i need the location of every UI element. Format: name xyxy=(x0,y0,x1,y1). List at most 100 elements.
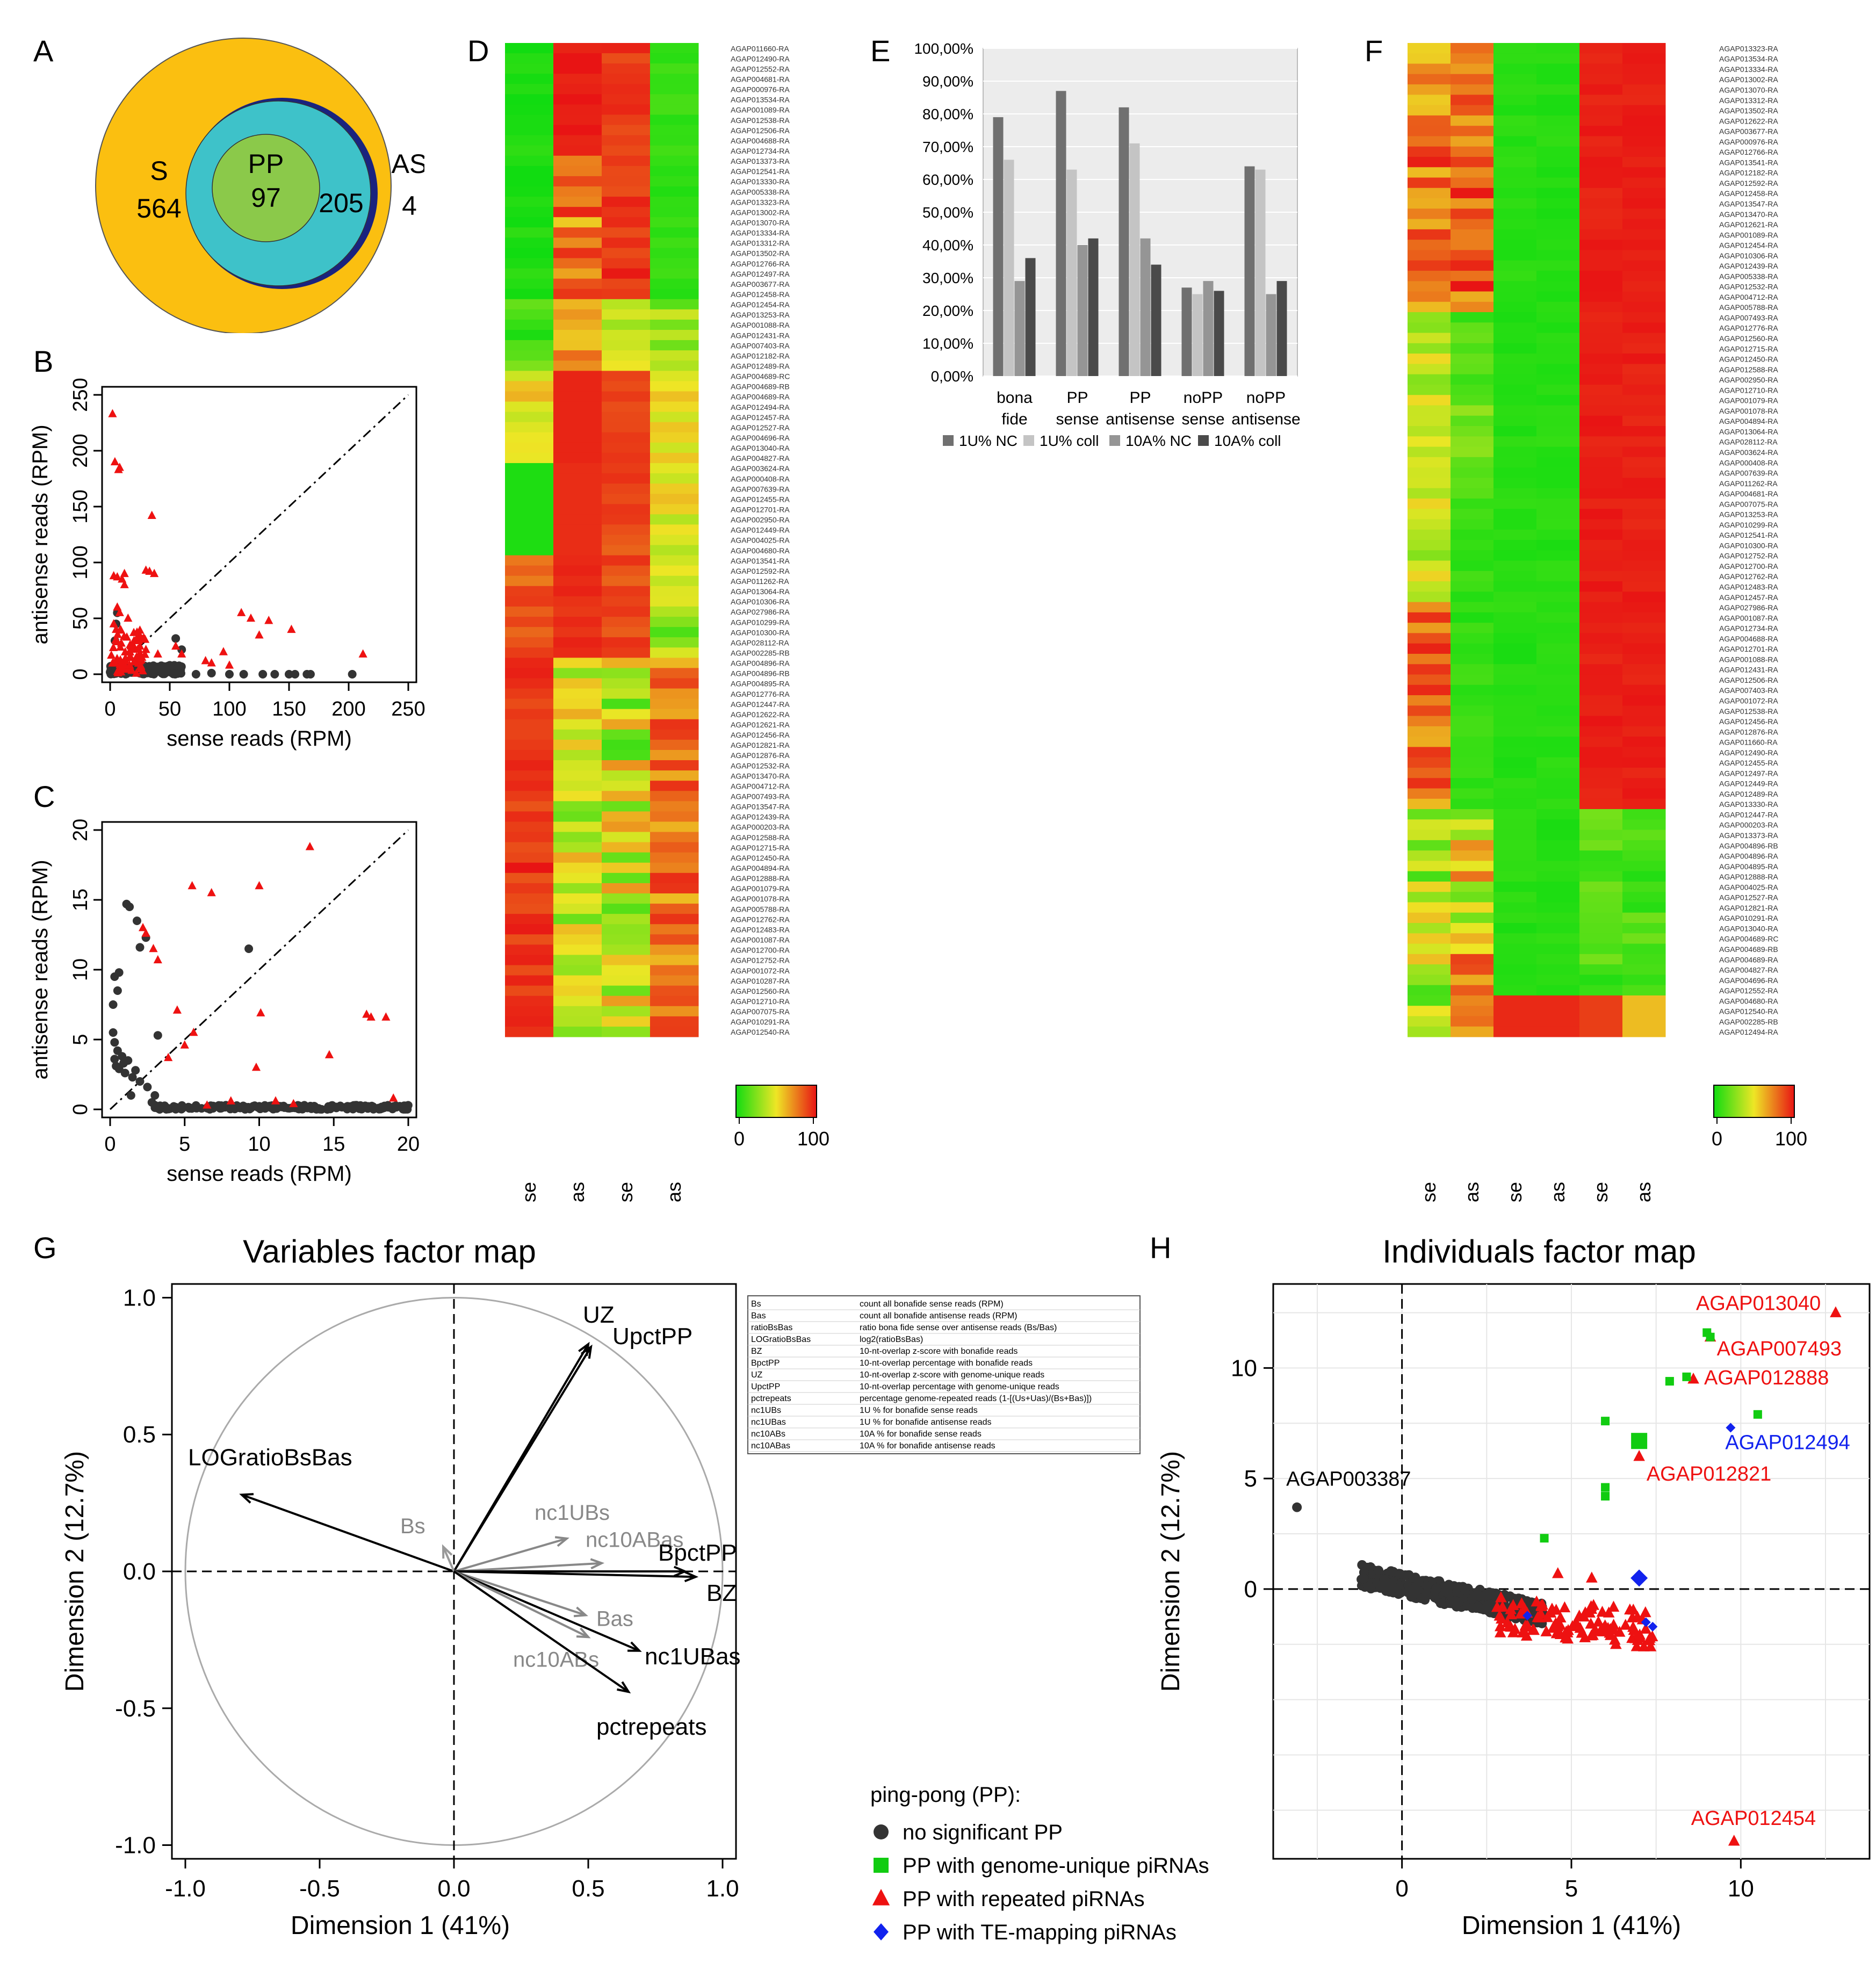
bar xyxy=(1203,281,1214,376)
heatmap-cell xyxy=(1451,560,1494,572)
legend-label: PP with genome-unique piRNAs xyxy=(903,1854,1209,1878)
heatmap-cell xyxy=(505,658,554,668)
heatmap-cell xyxy=(1622,333,1666,344)
heatmap-cell xyxy=(1451,301,1494,313)
heatmap-cell xyxy=(1579,684,1623,696)
heatmap-cell xyxy=(650,914,699,925)
heatmap-cell xyxy=(553,391,602,402)
no-pp-point xyxy=(291,670,300,679)
heatmap-cell xyxy=(602,114,651,126)
heatmap-cell xyxy=(650,422,699,433)
variables-factor-map: Variables factor map-1.0-1.0-0.5-0.50.00… xyxy=(61,1233,741,1940)
heatmap-cell xyxy=(602,955,651,965)
heatmap-cell xyxy=(1622,591,1666,603)
heatmap-cell xyxy=(505,514,554,525)
heatmap-cell xyxy=(505,381,554,392)
bar xyxy=(1244,166,1255,376)
heatmap-cell xyxy=(1451,1016,1494,1027)
row-label: AGAP007639-RA xyxy=(731,485,790,493)
no-pp-point xyxy=(1449,1596,1459,1606)
color-scale-bar xyxy=(1713,1085,1795,1118)
heatmap-cell xyxy=(1622,270,1666,282)
category-label: fide xyxy=(1001,410,1027,428)
heatmap-cell xyxy=(1493,591,1537,603)
heatmap-cell xyxy=(602,330,651,341)
heatmap-cell xyxy=(1408,767,1451,778)
heatmap-cell xyxy=(1622,602,1666,613)
table-key: nc10ABs xyxy=(751,1430,785,1439)
heatmap-cell xyxy=(1622,664,1666,675)
table-desc: count all bonafide sense reads (RPM) xyxy=(860,1300,1004,1309)
bar xyxy=(1214,291,1224,376)
heatmap-cell xyxy=(1622,156,1666,168)
heatmap-cell xyxy=(1493,923,1537,934)
heatmap-cell xyxy=(505,207,554,218)
row-label: AGAP012752-RA xyxy=(1719,552,1778,560)
heatmap-cell xyxy=(1408,229,1451,240)
pp-point xyxy=(226,1096,235,1105)
row-label: AGAP012532-RA xyxy=(731,761,790,770)
row-label: AGAP012447-RA xyxy=(1719,810,1778,819)
heatmap-cell xyxy=(1579,975,1623,986)
row-label: AGAP010306-RA xyxy=(1719,251,1778,260)
heatmap-cell xyxy=(505,801,554,812)
heatmap-cell xyxy=(1536,633,1580,644)
vector-arrow xyxy=(453,1537,567,1572)
heatmap-cell xyxy=(553,360,602,371)
pp-point xyxy=(107,650,116,659)
bar xyxy=(1014,281,1025,376)
heatmap-cell xyxy=(1451,364,1494,375)
heatmap-cell xyxy=(650,463,699,474)
no-pp-point xyxy=(1403,1579,1413,1590)
heatmap-cell xyxy=(1493,167,1537,178)
heatmap-cell xyxy=(1536,519,1580,530)
heatmap-cell xyxy=(1536,156,1580,168)
row-label: AGAP012762-RA xyxy=(731,915,790,923)
bar xyxy=(1151,264,1161,376)
heatmap-cell xyxy=(1579,612,1623,623)
row-label: AGAP012455-RA xyxy=(731,495,790,503)
heatmap-cell xyxy=(1579,529,1623,540)
pp-point xyxy=(164,1052,173,1062)
row-label: AGAP010306-RA xyxy=(731,597,790,606)
heatmap-cell xyxy=(650,63,699,74)
heatmap-cell xyxy=(1536,581,1580,592)
repeated-pp-point xyxy=(1607,1600,1620,1612)
heatmap-cell xyxy=(553,135,602,146)
unique-pp-point xyxy=(1540,1534,1549,1543)
unique-pp-point xyxy=(1601,1417,1610,1426)
heatmap-cell xyxy=(602,944,651,955)
heatmap-cell xyxy=(505,299,554,310)
heatmap-cell xyxy=(1451,850,1494,861)
heatmap-cell xyxy=(553,1006,602,1017)
x-tick-label: 5 xyxy=(179,1133,190,1156)
heatmap-cell xyxy=(1579,156,1623,168)
heatmap-cell xyxy=(1536,43,1580,54)
heatmap-cell xyxy=(1622,633,1666,644)
heatmap-cell xyxy=(650,432,699,443)
repeated-pp-point xyxy=(1579,1631,1591,1642)
no-pp-point xyxy=(259,1102,268,1112)
heatmap-cell xyxy=(1536,809,1580,820)
heatmap-cell xyxy=(1579,219,1623,230)
pp-point xyxy=(381,1012,391,1021)
heatmap-cell xyxy=(1536,478,1580,489)
table-key: LOGratioBsBas xyxy=(751,1335,811,1344)
vector-arrowhead xyxy=(576,1627,591,1639)
heatmap-cell xyxy=(650,114,699,126)
heatmap-cell xyxy=(1536,737,1580,747)
heatmap-cell xyxy=(1493,281,1537,292)
legend-title: ping-pong (PP): xyxy=(870,1783,1021,1807)
heatmap-cell xyxy=(602,288,651,300)
bar xyxy=(1181,287,1192,376)
vector-label: BZ xyxy=(706,1580,737,1606)
legend-label: PP with repeated piRNAs xyxy=(903,1887,1145,1911)
bar-chart-e: 0,00%10,00%20,00%30,00%40,00%50,00%60,00… xyxy=(914,40,1300,449)
heatmap-cell xyxy=(1579,105,1623,116)
heatmap-cell xyxy=(1622,684,1666,696)
heatmap-cell xyxy=(1493,695,1537,706)
heatmap-cell xyxy=(650,309,699,320)
heatmap-cell xyxy=(1622,726,1666,737)
heatmap-cell xyxy=(1493,726,1537,737)
heatmap-cell xyxy=(650,412,699,423)
